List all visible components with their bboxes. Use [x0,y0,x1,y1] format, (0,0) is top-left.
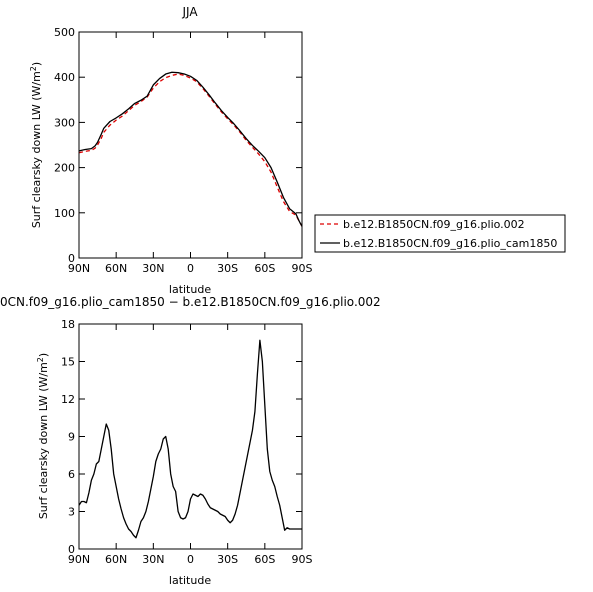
legend: b.e12.B1850CN.f09_g16.plio.002 b.e12.B18… [314,214,566,253]
top-series-line-1 [78,71,303,227]
top-x-tick-label: 60S [254,262,275,275]
bottom-x-tick-label: 60N [105,553,127,566]
legend-box [314,214,566,253]
bottom-x-tick-label: 30S [217,553,238,566]
top-y-axis-label: Surf clearsky down LW (W/m2) [29,62,43,228]
bottom-series-line-0 [78,339,302,539]
legend-label-plio002: b.e12.B1850CN.f09_g16.plio.002 [343,218,525,231]
bottom-y-tick-label: 6 [68,468,75,481]
top-panel: JJA Surf clearsky down LW (W/m2) latitud… [29,5,313,296]
top-y-tick-label: 200 [54,162,75,175]
bottom-x-tick-label: 90N [68,553,90,566]
top-x-tick-label: 30N [142,262,164,275]
top-y-tick-label: 400 [54,71,75,84]
bottom-y-tick-label: 3 [68,506,75,519]
bottom-panel: 0CN.f09_g16.plio_cam1850 − b.e12.B1850CN… [0,295,381,587]
bottom-y-tick-label: 15 [61,356,75,369]
top-x-tick-label: 90S [292,262,313,275]
top-series-line-0 [78,73,303,227]
top-x-tick-label: 60N [105,262,127,275]
top-x-axis-label: latitude [169,283,211,296]
top-y-tick-label: 0 [68,252,75,265]
bottom-x-tick-label: 30N [142,553,164,566]
bottom-plot-frame [78,323,303,550]
legend-label-cam1850: b.e12.B1850CN.f09_g16.plio_cam1850 [343,237,557,250]
top-y-tick-label: 500 [54,26,75,39]
bottom-x-tick-label: 0 [187,553,194,566]
bottom-y-tick-label: 12 [61,393,75,406]
top-x-tick-label: 0 [187,262,194,275]
top-y-tick-label: 100 [54,207,75,220]
bottom-x-tick-label: 60S [254,553,275,566]
bottom-x-tick-label: 90S [292,553,313,566]
bottom-y-tick-label: 9 [68,431,75,444]
bottom-x-axis-label: latitude [169,574,211,587]
bottom-chart-title: 0CN.f09_g16.plio_cam1850 − b.e12.B1850CN… [0,295,381,309]
top-x-tick-label: 90N [68,262,90,275]
bottom-y-tick-label: 0 [68,543,75,556]
top-plot-frame [78,31,303,259]
bottom-y-tick-label: 18 [61,318,75,331]
top-chart-title: JJA [181,5,198,19]
top-y-tick-label: 300 [54,116,75,129]
top-x-tick-label: 30S [217,262,238,275]
bottom-y-axis-label: Surf clearsky down LW (W/m2) [36,353,50,519]
